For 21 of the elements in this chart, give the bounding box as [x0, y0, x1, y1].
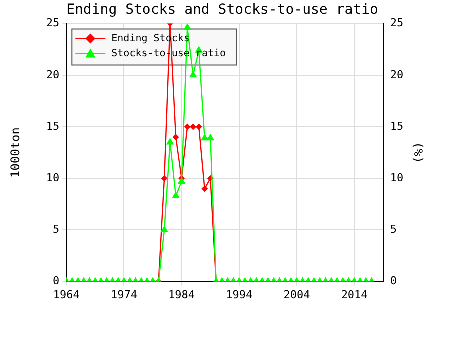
y-axis-title: 1000ton — [8, 128, 22, 178]
y2-tick-label: 20 — [390, 68, 404, 82]
chart-title: Ending Stocks and Stocks-to-use ratio — [66, 2, 378, 18]
x-tick-label: 2014 — [341, 288, 368, 302]
y-tick-label: 20 — [46, 68, 60, 82]
y2-axis-title: (%) — [412, 142, 426, 164]
y-tick-label: 10 — [46, 171, 60, 184]
x-tick-label: 1994 — [226, 288, 254, 302]
y2-tick-label: 10 — [390, 171, 404, 184]
y2-tick-label: 0 — [390, 274, 397, 288]
x-tick-label: 1974 — [110, 288, 138, 302]
y2-tick-label: 15 — [390, 120, 404, 133]
y-tick-label: 5 — [53, 223, 60, 236]
x-tick-label: 1964 — [53, 288, 80, 302]
y-tick-label: 0 — [53, 274, 60, 288]
x-tick-label: 2004 — [284, 288, 311, 302]
y-tick-label: 15 — [46, 120, 60, 133]
y2-tick-label: 25 — [390, 16, 404, 30]
y-tick-label: 25 — [46, 16, 60, 30]
y2-tick-label: 5 — [390, 223, 397, 236]
x-tick-label: 1984 — [168, 288, 196, 302]
